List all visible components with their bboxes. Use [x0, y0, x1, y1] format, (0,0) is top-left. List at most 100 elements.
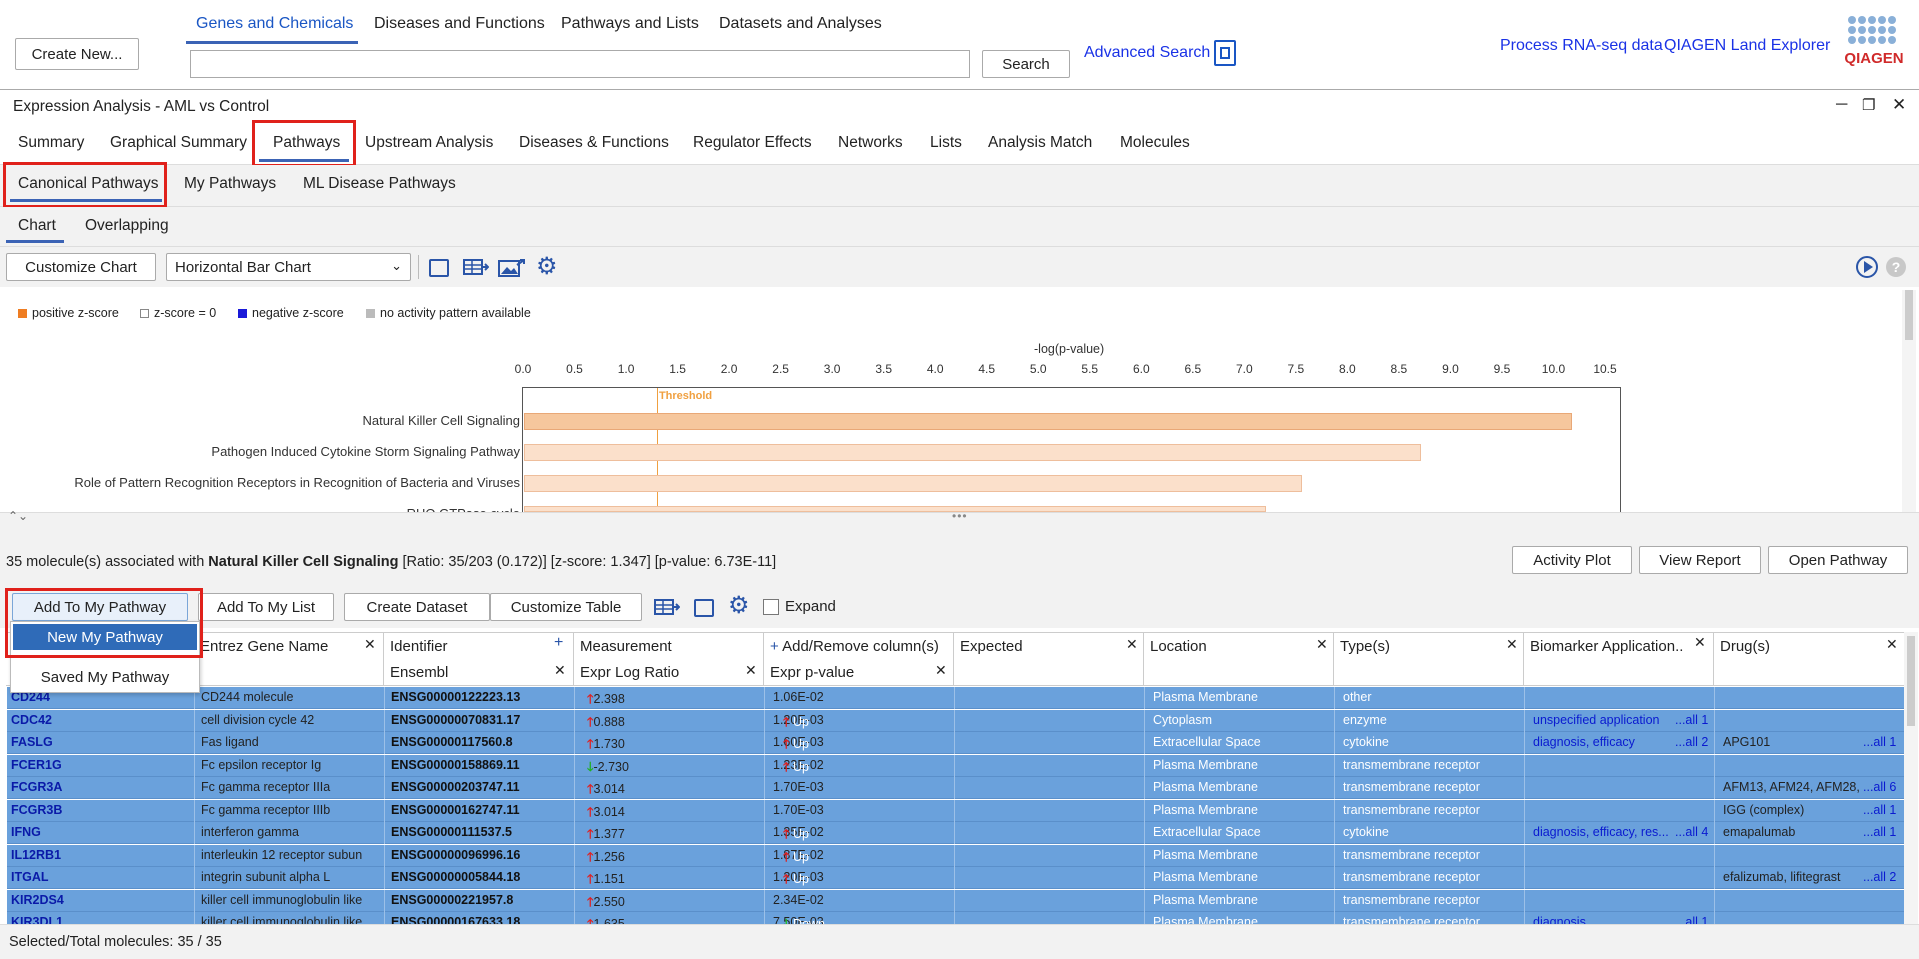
col-measurement[interactable]: Measurement — [580, 638, 672, 655]
cell-bio[interactable]: unspecified application — [1533, 712, 1660, 727]
tab-networks[interactable]: Networks — [838, 134, 903, 151]
tab-my-pathways[interactable]: My Pathways — [184, 175, 277, 192]
cell-sym[interactable]: KIR3DL1 — [11, 915, 64, 926]
tab-pathways[interactable]: Pathways — [273, 134, 341, 151]
tab-analysis-match[interactable]: Analysis Match — [988, 134, 1093, 151]
col-biomarker-application[interactable]: Biomarker Application.. — [1530, 638, 1684, 655]
table-row[interactable]: FCGR3B Fc gamma receptor IIIb ENSG00000162… — [7, 799, 1905, 822]
search-input[interactable] — [190, 50, 970, 78]
cell-sym[interactable]: CDC42 — [11, 712, 52, 727]
print-icon[interactable] — [429, 259, 449, 277]
bar[interactable] — [524, 444, 1421, 461]
tab-canonical-pathways[interactable]: Canonical Pathways — [18, 175, 159, 192]
process-rnaseq-link[interactable]: Process RNA-seq data — [1500, 37, 1663, 54]
bar[interactable] — [524, 506, 1266, 512]
cell-sym[interactable]: FCGR3A — [11, 780, 63, 794]
table-row[interactable]: CDC42 cell division cycle 42 ENSG000000708… — [7, 709, 1905, 732]
add-col-icon-identifier[interactable]: + — [554, 634, 564, 651]
col-identifier[interactable]: Identifier — [390, 638, 448, 655]
cell-bioall[interactable]: ...all 1 — [1675, 712, 1709, 727]
tab-summary[interactable]: Summary — [18, 134, 85, 151]
table-row[interactable]: FCGR3A Fc gamma receptor IIIa ENSG00000203… — [7, 777, 1905, 799]
bar[interactable] — [524, 413, 1572, 430]
cell-sym[interactable]: IFNG — [11, 825, 41, 839]
table-row[interactable]: FASLG Fas ligand ENSG00000117560.8 🡑1.730 1.… — [7, 732, 1905, 754]
table-export-icon[interactable] — [463, 258, 490, 276]
cell-drugall[interactable]: ...all 2 — [1863, 870, 1897, 884]
splitter-handle-icon[interactable]: ••• — [952, 509, 968, 523]
bar-category-label[interactable]: Role of Pattern Recognition Receptors in… — [74, 475, 520, 490]
col-location[interactable]: Location — [1150, 638, 1207, 655]
tab-ml-disease-pathways[interactable]: ML Disease Pathways — [303, 175, 456, 192]
cell-bio[interactable]: diagnosis, efficacy — [1533, 735, 1635, 749]
cell-drugall[interactable]: ...all 1 — [1863, 825, 1897, 839]
collapse-arrows-icon[interactable]: ⌃⌄ — [8, 509, 29, 523]
image-export-icon[interactable] — [498, 258, 526, 278]
menu-item-saved-my-pathway[interactable]: Saved My Pathway — [40, 668, 170, 686]
search-button[interactable]: Search — [982, 50, 1070, 78]
cell-sym[interactable]: KIR2DS4 — [11, 892, 64, 907]
tab-upstream-analysis[interactable]: Upstream Analysis — [365, 134, 494, 151]
tab-lists[interactable]: Lists — [930, 134, 962, 151]
remove-col-icon-log-ratio[interactable]: ✕ — [745, 662, 757, 678]
expand-checkbox[interactable] — [763, 599, 779, 615]
structure-search-icon[interactable] — [1214, 40, 1236, 66]
remove-col-icon-biomarker[interactable]: ✕ — [1694, 634, 1706, 650]
table-export-icon-2[interactable] — [654, 598, 681, 616]
cell-bio[interactable]: diagnosis, efficacy, res... — [1533, 825, 1669, 839]
customize-table-button[interactable]: Customize Table — [490, 593, 642, 621]
play-icon[interactable] — [1856, 256, 1878, 278]
tab-molecules[interactable]: Molecules — [1120, 134, 1190, 151]
splitter[interactable] — [0, 512, 1919, 524]
activity-plot-button[interactable]: Activity Plot — [1512, 546, 1632, 574]
remove-col-icon-location[interactable]: ✕ — [1316, 636, 1328, 652]
cell-bio[interactable]: diagnosis — [1533, 915, 1586, 926]
tab-diseases-functions[interactable]: Diseases & Functions — [519, 134, 669, 151]
cell-drugall[interactable]: ...all 1 — [1863, 735, 1897, 749]
settings-gear-icon[interactable]: ⚙ — [536, 253, 558, 280]
col-drugs[interactable]: Drug(s) — [1720, 638, 1771, 655]
remove-col-icon-ensembl[interactable]: ✕ — [554, 662, 566, 678]
create-new-button[interactable]: Create New... — [15, 38, 139, 70]
remove-col-icon-expected[interactable]: ✕ — [1126, 636, 1138, 652]
cell-sym[interactable]: FCER1G — [11, 757, 62, 772]
cell-sym[interactable]: FCGR3B — [11, 802, 63, 817]
close-icon[interactable]: ✕ — [1892, 95, 1907, 114]
cell-sym[interactable]: IL12RB1 — [11, 847, 62, 862]
restore-icon[interactable]: ❐ — [1862, 97, 1876, 114]
table-row[interactable]: ITGAL integrin subunit alpha L ENSG0000000… — [7, 867, 1905, 889]
tab-diseases-and-functions[interactable]: Diseases and Functions — [374, 15, 545, 32]
cell-drugall[interactable]: ...all 6 — [1863, 780, 1897, 794]
cell-bioall[interactable]: ...all 1 — [1675, 915, 1709, 926]
customize-chart-button[interactable]: Customize Chart — [6, 253, 156, 281]
table-scrollbar[interactable] — [1904, 632, 1918, 924]
add-remove-columns[interactable]: + Add/Remove column(s) — [770, 638, 939, 655]
tab-genes-and-chemicals[interactable]: Genes and Chemicals — [196, 15, 354, 32]
tab-chart[interactable]: Chart — [18, 217, 56, 234]
advanced-search-link[interactable]: Advanced Search — [1084, 44, 1211, 61]
minimize-icon[interactable]: ─ — [1836, 96, 1848, 113]
add-to-my-list-button[interactable]: Add To My List — [198, 593, 334, 621]
tab-pathways-and-lists[interactable]: Pathways and Lists — [561, 15, 699, 32]
tab-regulator-effects[interactable]: Regulator Effects — [693, 134, 812, 151]
chart-type-select[interactable]: Horizontal Bar Chart ⌄ — [166, 253, 411, 281]
print-icon-2[interactable] — [694, 599, 714, 617]
qiagen-land-explorer-link[interactable]: QIAGEN Land Explorer — [1664, 37, 1831, 54]
tab-datasets-and-analyses[interactable]: Datasets and Analyses — [719, 15, 882, 32]
cell-sym[interactable]: FASLG — [11, 735, 53, 749]
settings-gear-icon-2[interactable]: ⚙ — [728, 592, 750, 619]
create-dataset-button[interactable]: Create Dataset — [344, 593, 490, 621]
remove-col-icon-p-value[interactable]: ✕ — [935, 662, 947, 678]
bar-category-label[interactable]: RHO GTPase cycle — [0, 506, 520, 512]
col-entrez-gene-name[interactable]: Entrez Gene Name — [200, 638, 329, 655]
col-types[interactable]: Type(s) — [1340, 638, 1391, 655]
cell-bioall[interactable]: ...all 2 — [1675, 735, 1709, 749]
bar-category-label[interactable]: Natural Killer Cell Signaling — [362, 413, 520, 428]
bar-category-label[interactable]: Pathogen Induced Cytokine Storm Signalin… — [211, 444, 520, 459]
remove-col-icon-entrez[interactable]: ✕ — [364, 636, 376, 652]
tab-graphical-summary[interactable]: Graphical Summary — [110, 134, 247, 151]
chart-scrollbar[interactable] — [1902, 290, 1916, 512]
table-row[interactable]: CD244 CD244 molecule ENSG00000122223.13 🡑2.… — [7, 687, 1905, 709]
table-row[interactable]: KIR2DS4 killer cell immunoglobulin like EN… — [7, 889, 1905, 912]
col-expected[interactable]: Expected — [960, 638, 1023, 655]
